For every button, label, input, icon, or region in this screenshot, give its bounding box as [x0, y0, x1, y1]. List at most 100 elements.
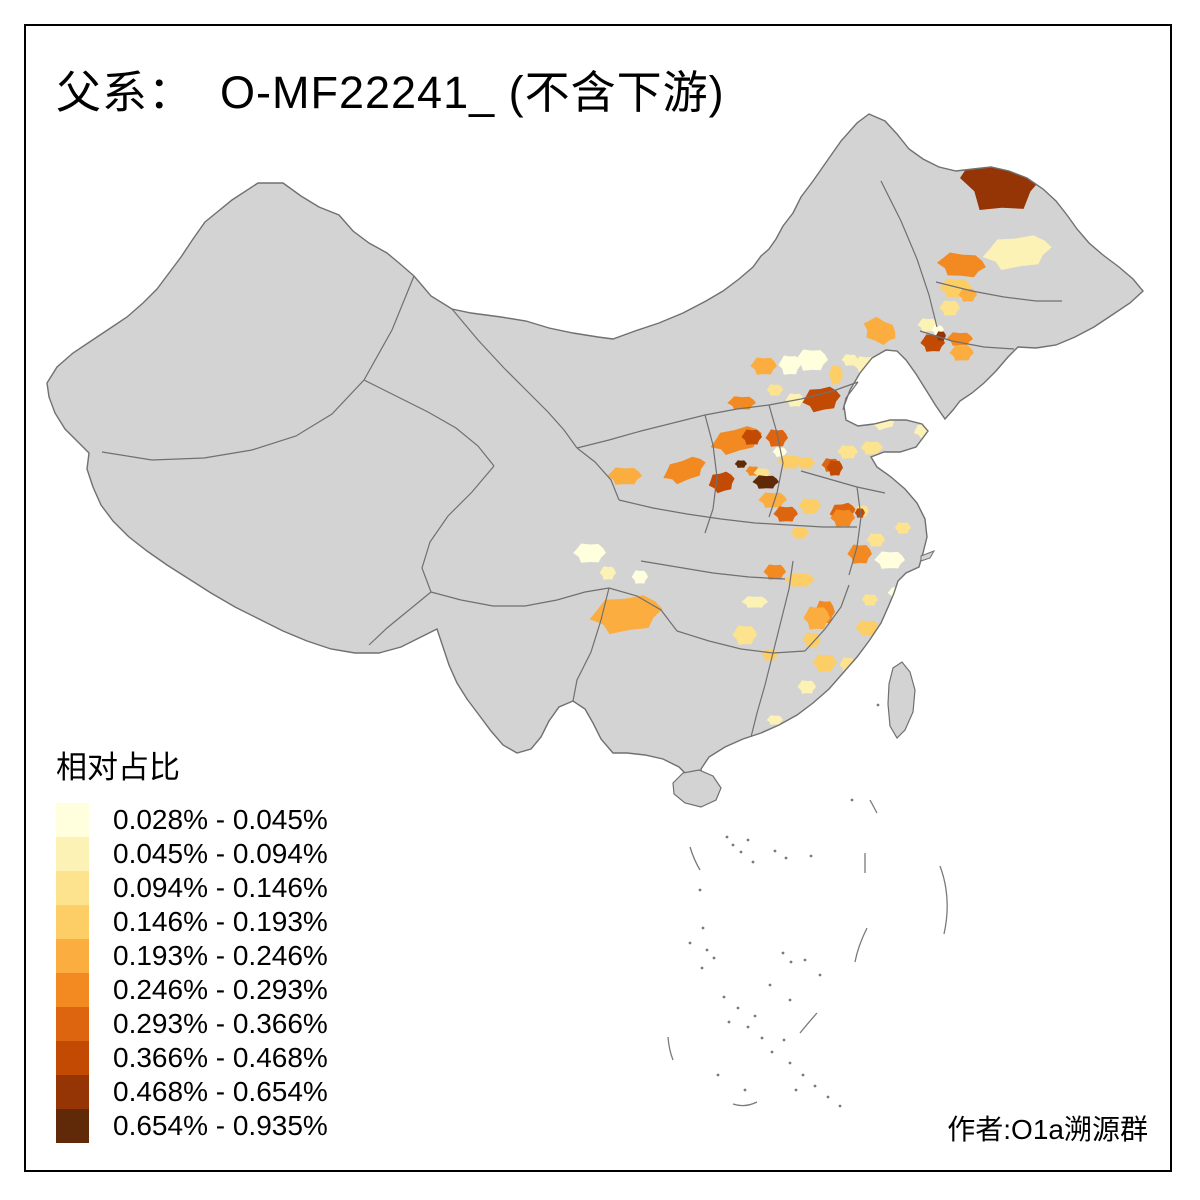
prefecture-region [841, 354, 858, 366]
prefecture-region [855, 620, 880, 636]
prefecture-region [874, 551, 905, 569]
national-border [46, 113, 1144, 793]
title-prefix: 父系： [56, 67, 195, 118]
prefecture-region [803, 606, 830, 630]
prefecture-region [795, 349, 828, 371]
prefecture-region [763, 564, 786, 580]
prefecture-region [663, 456, 706, 485]
prefecture-region [583, 744, 600, 756]
legend-item: 0.094% - 0.146% [56, 871, 328, 905]
legend-title: 相对占比 [56, 750, 180, 785]
prefecture-region [796, 457, 815, 469]
prefecture-region [750, 357, 777, 375]
legend-range-label: 0.028% - 0.045% [113, 804, 328, 835]
prefecture-region [777, 455, 802, 469]
author-credit: 作者:O1a溯源群 [947, 1114, 1148, 1145]
legend-item: 0.028% - 0.045% [56, 803, 328, 837]
legend-swatch [56, 837, 89, 871]
prefecture-region [894, 522, 911, 534]
legend-item: 0.366% - 0.468% [56, 1041, 328, 1075]
legend-swatch [56, 1075, 89, 1109]
legend-swatch [56, 1041, 89, 1075]
legend-range-label: 0.146% - 0.193% [113, 906, 328, 937]
prefecture-region [939, 300, 960, 316]
prefecture-region [631, 570, 648, 584]
legend-range-label: 0.293% - 0.366% [113, 1008, 328, 1039]
hainan-island [672, 769, 722, 808]
prefecture-region [758, 492, 787, 508]
prefecture-region [773, 506, 798, 522]
china-mainland [47, 114, 1143, 791]
prefecture-region [828, 365, 843, 385]
prefecture-region [766, 384, 783, 396]
legend-swatch [56, 905, 89, 939]
legend-range-label: 0.094% - 0.146% [113, 872, 328, 903]
province-borders [101, 180, 1062, 738]
legend-range-label: 0.366% - 0.468% [113, 1042, 328, 1073]
prefecture-region [766, 715, 783, 725]
prefecture-region [599, 566, 616, 580]
prefecture-region [837, 445, 858, 459]
prefecture-region [830, 509, 855, 527]
legend-swatch [56, 803, 89, 837]
prefecture-region [863, 316, 896, 346]
prefecture-region [893, 367, 910, 379]
prefecture-region [573, 543, 606, 563]
prefecture-region [772, 447, 787, 457]
legend-swatch [56, 871, 89, 905]
legend-item: 0.146% - 0.193% [56, 905, 328, 939]
legend-item: 0.193% - 0.246% [56, 939, 328, 973]
prefecture-region [826, 460, 843, 476]
prefecture-region [765, 429, 788, 447]
prefecture-region [778, 355, 801, 375]
page-title: 父系： O-MF22241_ (不含下游) [56, 56, 725, 121]
title-haplogroup: O-MF22241_ (不含下游) [220, 67, 725, 118]
legend-swatch [56, 1109, 89, 1143]
prefecture-region [936, 252, 986, 278]
prefecture-region [946, 332, 973, 346]
prefecture-region [589, 595, 663, 635]
chongming-island [920, 550, 936, 562]
legend-range-label: 0.193% - 0.246% [113, 940, 328, 971]
prefecture-region [797, 680, 816, 694]
prefecture-region [741, 429, 762, 445]
prefecture-region [752, 475, 779, 489]
prefecture-region [802, 386, 841, 413]
legend-item: 0.468% - 0.654% [56, 1075, 328, 1109]
prefecture-region [734, 460, 747, 468]
legend-range-label: 0.654% - 0.935% [113, 1110, 328, 1141]
map-legend: 相对占比 0.028% - 0.045% 0.045% - 0.094% 0.094… [56, 742, 328, 1143]
prefecture-region [802, 632, 821, 648]
prefecture-region [798, 498, 821, 514]
prefecture-region [866, 533, 885, 547]
prefecture-region [790, 527, 809, 539]
prefecture-region [876, 398, 897, 410]
taiwan-island [887, 661, 916, 739]
prefecture-region [784, 573, 815, 587]
legend-item: 0.293% - 0.366% [56, 1007, 328, 1041]
prefecture-region [861, 594, 878, 606]
prefecture-region [982, 235, 1052, 270]
legend-swatch [56, 1007, 89, 1041]
prefecture-region [727, 396, 756, 410]
prefecture-region [607, 467, 642, 485]
prefecture-region [812, 654, 837, 672]
legend-range-label: 0.045% - 0.094% [113, 838, 328, 869]
legend-item: 0.045% - 0.094% [56, 837, 328, 871]
legend-swatch [56, 973, 89, 1007]
legend-range-label: 0.468% - 0.654% [113, 1076, 328, 1107]
south-china-sea-islets [667, 703, 948, 1108]
prefecture-region [732, 625, 757, 645]
legend-range-label: 0.246% - 0.293% [113, 974, 328, 1005]
prefecture-region [753, 468, 770, 478]
prefecture-region [949, 345, 974, 361]
legend-item: 0.654% - 0.935% [56, 1109, 328, 1143]
prefecture-region [873, 371, 894, 385]
legend-items: 0.028% - 0.045% 0.045% - 0.094% 0.094% - 0… [56, 803, 328, 1143]
legend-item: 0.246% - 0.293% [56, 973, 328, 1007]
legend-swatch [56, 939, 89, 973]
prefecture-region [860, 441, 883, 455]
prefecture-region [741, 596, 768, 608]
